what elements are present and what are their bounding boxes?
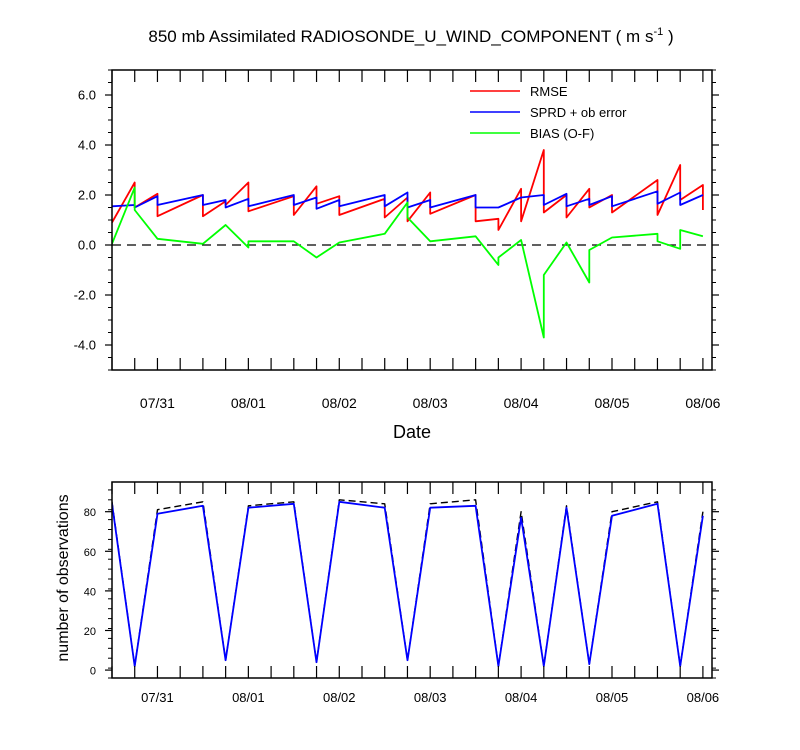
x-tick-label: 08/04 xyxy=(505,690,538,705)
plot-area xyxy=(112,149,712,339)
x-tick-label: 08/02 xyxy=(323,690,356,705)
y-axis-label-observations: number of observations xyxy=(55,494,72,661)
x-tick-label: 08/06 xyxy=(687,690,720,705)
y-tick-label: 40 xyxy=(84,586,96,598)
y-tick-label: 20 xyxy=(84,626,96,638)
x-tick-label: 08/01 xyxy=(232,690,265,705)
observation-count-chart: 0 20 40 60 80 07/31 08/01 08/02 08/03 08/04 08/05 0… xyxy=(84,481,719,705)
legend-label-sprd: SPRD + ob error xyxy=(530,105,627,120)
x-tick-label: 08/03 xyxy=(413,395,448,411)
y-tick-label: 80 xyxy=(84,507,96,519)
x-axis-label: Date xyxy=(393,422,431,442)
series-line-observations-assimilated xyxy=(112,500,704,667)
top-chart-axes: -4.0 -2.0 0.0 2.0 4.0 6.0 07/31 08/01 08/02 08/03… xyxy=(74,69,721,411)
x-tick-label: 08/06 xyxy=(685,395,720,411)
top-plot-frame xyxy=(111,69,713,371)
series-line-observations-total xyxy=(112,499,704,667)
series-line-bias-o-f xyxy=(112,186,704,339)
y-tick-label: 2.0 xyxy=(78,188,96,203)
chart-title-superscript: -1 xyxy=(653,26,663,38)
plot-area xyxy=(112,499,704,667)
x-tick-label: 08/03 xyxy=(414,690,447,705)
y-tick-label: 6.0 xyxy=(78,88,96,103)
chart-title: 850 mb Assimilated RADIOSONDE_U_WIND_COM… xyxy=(148,26,673,46)
top-chart-marks xyxy=(112,149,712,339)
x-tick-label: 07/31 xyxy=(140,395,175,411)
y-tick-label: 0 xyxy=(90,666,96,678)
y-tick-label: 4.0 xyxy=(78,138,96,153)
x-tick-label: 08/05 xyxy=(594,395,629,411)
legend-label-rmse: RMSE xyxy=(530,84,568,99)
x-tick-label: 08/02 xyxy=(322,395,357,411)
legend-label-bias: BIAS (O-F) xyxy=(530,126,594,141)
x-tick-label: 07/31 xyxy=(141,690,174,705)
legend: RMSE SPRD + ob error BIAS (O-F) xyxy=(470,84,627,141)
bottom-plot-frame xyxy=(111,481,713,679)
series-line-sprd-ob-error xyxy=(112,190,704,210)
x-tick-label: 08/05 xyxy=(596,690,629,705)
x-tick-label: 08/01 xyxy=(231,395,266,411)
bottom-chart-axes: 0 20 40 60 80 07/31 08/01 08/02 08/03 08/04 08/05 0… xyxy=(84,482,719,705)
y-tick-label: 0.0 xyxy=(78,238,96,253)
rmse-bias-chart: -4.0 -2.0 0.0 2.0 4.0 6.0 07/31 08/01 08/02 08/03… xyxy=(74,69,721,411)
bottom-chart-marks xyxy=(112,499,704,667)
y-tick-label: 60 xyxy=(84,547,96,559)
y-tick-label: -4.0 xyxy=(74,338,96,353)
y-tick-label: -2.0 xyxy=(74,288,96,303)
x-tick-label: 08/04 xyxy=(504,395,539,411)
